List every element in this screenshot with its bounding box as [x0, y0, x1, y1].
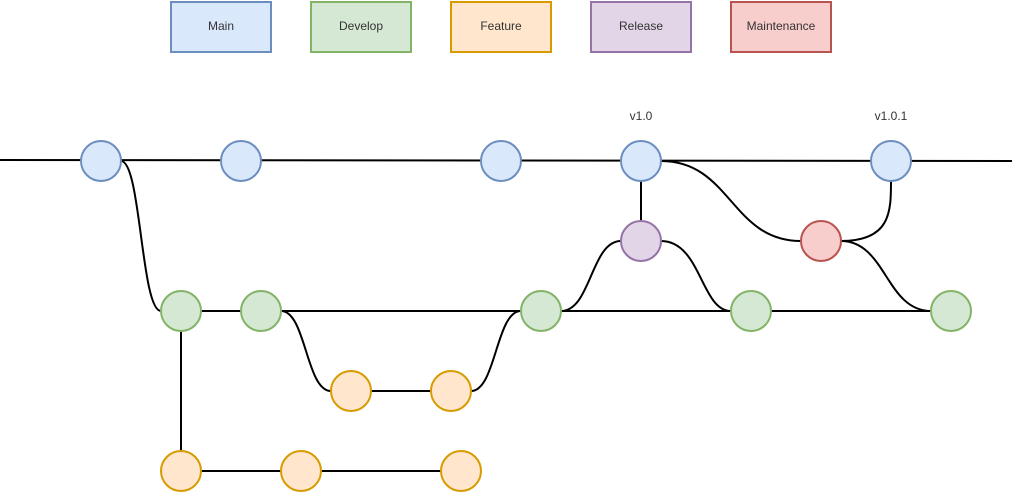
legend-maintenance: Maintenance	[730, 1, 832, 53]
edges	[0, 159, 1013, 472]
feature-commit	[430, 370, 472, 412]
legend-develop-label: Develop	[339, 19, 383, 33]
legend-release-label: Release	[619, 19, 663, 33]
legend-main: Main	[170, 1, 272, 53]
feature-commit	[440, 450, 482, 492]
develop-commit	[240, 290, 282, 332]
develop-to-feature-a	[280, 310, 332, 392]
legend: Main Develop Feature Release Maintenance	[170, 1, 832, 53]
main-commit	[480, 140, 522, 182]
main-to-develop	[120, 160, 162, 312]
legend-main-label: Main	[208, 19, 234, 33]
main-commit-v1-0-1	[870, 140, 912, 182]
main-commit	[80, 140, 122, 182]
feature-a-merge	[470, 310, 522, 392]
legend-feature: Feature	[450, 1, 552, 53]
tag-v1-0: v1.0	[630, 109, 653, 123]
commits	[80, 140, 972, 492]
maintenance-to-main	[840, 180, 892, 242]
main-to-maintenance	[660, 160, 802, 242]
develop-commit	[730, 290, 772, 332]
release-to-develop	[660, 240, 732, 312]
develop-commit	[160, 290, 202, 332]
feature-commit	[330, 370, 372, 412]
legend-maintenance-label: Maintenance	[747, 19, 816, 33]
develop-commit	[930, 290, 972, 332]
develop-commit	[520, 290, 562, 332]
main-commit-v1-0	[620, 140, 662, 182]
feature-commit	[160, 450, 202, 492]
feature-commit	[280, 450, 322, 492]
main-commit	[220, 140, 262, 182]
legend-develop: Develop	[310, 1, 412, 53]
develop-to-release	[560, 240, 622, 312]
legend-release: Release	[590, 1, 692, 53]
release-commit	[620, 220, 662, 262]
tag-v1-0-1: v1.0.1	[875, 109, 908, 123]
maintenance-commit	[800, 220, 842, 262]
maintenance-to-develop	[840, 240, 932, 312]
legend-feature-label: Feature	[480, 19, 522, 33]
